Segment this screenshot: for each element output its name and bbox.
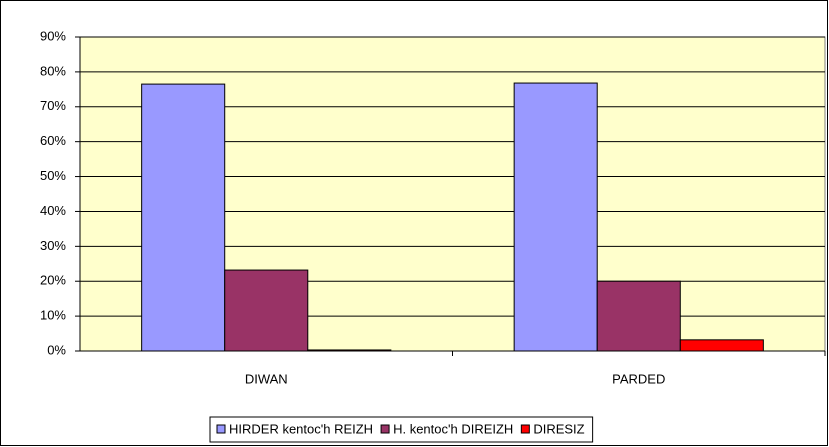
y-tick-label: 30% <box>40 238 66 253</box>
legend-label: HIRDER kentoc'h REIZH <box>229 421 373 436</box>
y-tick-label: 90% <box>40 28 66 43</box>
y-tick-label: 80% <box>40 63 66 78</box>
legend-swatch <box>216 424 226 434</box>
y-tick-label: 0% <box>47 342 66 357</box>
bar <box>679 339 764 352</box>
y-tick-label: 10% <box>40 308 66 323</box>
x-tick-label: PARDED <box>612 371 665 386</box>
y-tick-label: 60% <box>40 133 66 148</box>
bar <box>224 269 309 352</box>
y-tick-label: 50% <box>40 168 66 183</box>
bar <box>307 349 392 352</box>
legend-swatch <box>380 424 390 434</box>
bar <box>513 82 598 352</box>
bar <box>596 280 681 352</box>
legend-label: H. kentoc'h DIREIZH <box>393 421 513 436</box>
y-tick-label: 70% <box>40 98 66 113</box>
legend-swatch <box>520 424 530 434</box>
bar <box>141 83 226 352</box>
x-tick-label: DIWAN <box>245 371 288 386</box>
y-tick-label: 20% <box>40 273 66 288</box>
legend-label: DIRESIZ <box>533 421 584 436</box>
y-tick-label: 40% <box>40 203 66 218</box>
